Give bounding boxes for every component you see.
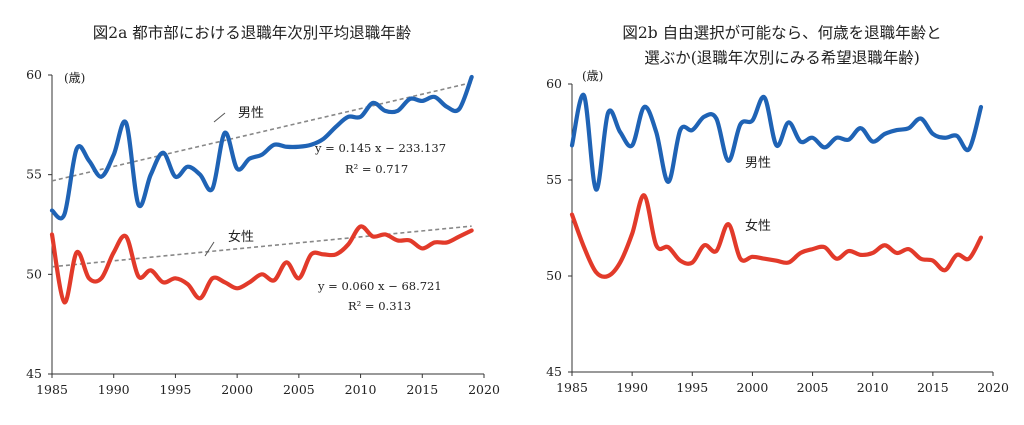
chart-b-x-tick-label: 2010 — [857, 380, 889, 395]
chart-a-y-tick-label: 60 — [26, 67, 42, 82]
chart-a-male-label: 男性 — [238, 106, 264, 121]
chart-a-x-tick-label: 2000 — [221, 382, 253, 397]
chart-a-x-tick-label: 2005 — [283, 382, 315, 397]
chart-a-male-r2: R² = 0.717 — [345, 162, 408, 176]
chart-a-trendline-male — [51, 81, 472, 182]
chart-b-female-label: 女性 — [745, 218, 771, 234]
chart-b-y-tick-label: 55 — [546, 172, 562, 187]
chart-a-trendline-female — [51, 225, 472, 268]
chart-a-x-tick-label: 2015 — [406, 382, 438, 397]
chart-a-title: 図2a 都市部における退職年次別平均退職年齢 — [93, 24, 412, 42]
chart-b-y-tick-label: 60 — [546, 76, 562, 91]
chart-b-x-tick-label: 1995 — [676, 380, 708, 395]
chart-a-male-leader-line — [213, 112, 226, 123]
chart-b-y-tick-label: 50 — [546, 268, 562, 283]
chart-b-series-line-female — [569, 193, 984, 279]
chart-b-x-tick-label: 2000 — [737, 380, 769, 395]
chart-a-x-tick-label: 1990 — [98, 382, 130, 397]
chart-a-x-tick-label: 1995 — [160, 382, 192, 397]
chart-a-x-tick-label: 2010 — [345, 382, 377, 397]
chart-a-female-label: 女性 — [228, 229, 254, 245]
chart-a-x-tick-label: 2020 — [468, 382, 500, 397]
chart-b-series-line-male — [569, 92, 984, 192]
chart-a-female-equation: y = 0.060 x − 68.721 — [317, 279, 442, 293]
chart-b: 図2b 自由選択が可能なら、何歳を退職年齢と 選ぶか(退職年次別にみる希望退職年… — [546, 24, 1009, 395]
chart-a-series-line-male — [49, 74, 474, 221]
chart-a-y-tick-label: 45 — [26, 366, 42, 381]
chart-a: 図2a 都市部における退職年次別平均退職年齢 (歳) 45 50 55 60 1985… — [26, 24, 500, 397]
chart-a-female-leader-line — [204, 241, 215, 257]
chart-b-x-tick-label: 2020 — [977, 380, 1009, 395]
chart-b-x-tick-label: 2005 — [797, 380, 829, 395]
chart-b-y-tick-label: 45 — [546, 364, 562, 379]
chart-b-y-unit: (歳) — [582, 69, 603, 83]
chart-a-series-line-female — [49, 224, 474, 305]
chart-b-male-label: 男性 — [745, 156, 771, 171]
chart-a-x-tick-label: 1985 — [36, 382, 68, 397]
chart-a-male-equation: y = 0.145 x − 233.137 — [314, 141, 446, 155]
chart-a-y-unit: (歳) — [64, 71, 85, 85]
chart-b-title-line-1: 図2b 自由選択が可能なら、何歳を退職年齢と — [622, 24, 941, 42]
chart-a-y-tick-label: 50 — [26, 266, 42, 281]
chart-b-x-tick-label: 2015 — [917, 380, 949, 395]
chart-b-title-line-2: 選ぶか(退職年次別にみる希望退職年齢) — [644, 49, 920, 67]
chart-b-x-tick-label: 1985 — [556, 380, 588, 395]
chart-a-female-r2: R² = 0.313 — [348, 299, 411, 313]
chart-a-y-tick-label: 55 — [26, 167, 42, 182]
chart-b-x-tick-label: 1990 — [616, 380, 648, 395]
